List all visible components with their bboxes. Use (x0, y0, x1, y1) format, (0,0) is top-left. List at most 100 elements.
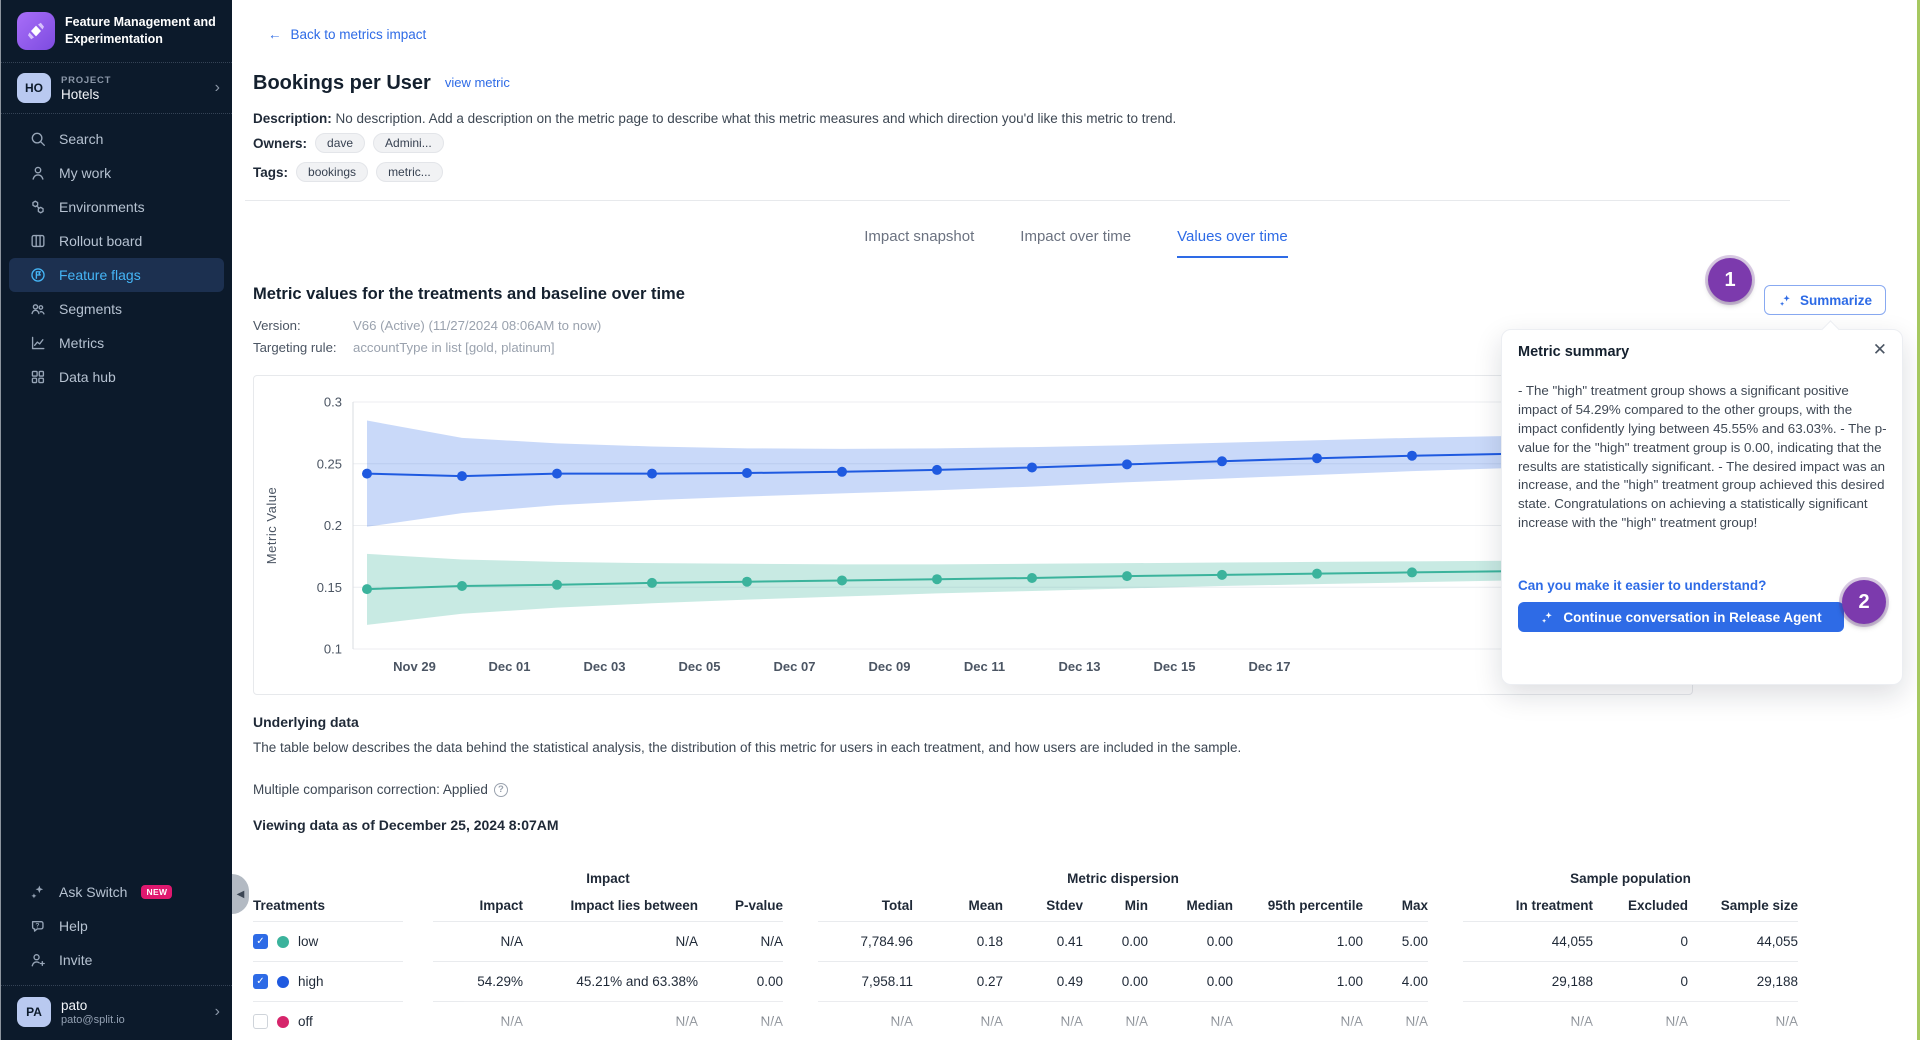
annotation-badge-2: 2 (1842, 580, 1886, 624)
back-link[interactable]: ← Back to metrics impact (268, 27, 427, 42)
cell-value: N/A (523, 922, 698, 962)
treatment-checkbox[interactable] (253, 1014, 268, 1029)
version-row: Version: V66 (Active) (11/27/2024 08:06A… (253, 318, 601, 333)
app-title: Feature Management and Experimentation (65, 15, 216, 46)
help-icon: ? (29, 917, 47, 935)
chart-canvas[interactable]: 0.1 0.15 0.2 0.25 0.3 Nov 29 Dec 01 Dec 03 Dec 0… (254, 376, 1692, 694)
screen-share-edge (1917, 0, 1920, 1040)
version-label: Version: (253, 318, 301, 333)
col-header-stdev: Stdev (1003, 890, 1083, 922)
column-gap (1428, 1002, 1463, 1040)
sidebar-item-label: My work (59, 165, 112, 181)
info-icon[interactable]: ? (493, 782, 508, 797)
profile-name: pato (61, 998, 88, 1013)
viewing-data-asof: Viewing data as of December 25, 2024 8:0… (253, 817, 559, 833)
annotation-badge-1: 1 (1708, 258, 1752, 302)
treatment-checkbox[interactable]: ✓ (253, 934, 268, 949)
sidebar-item-label: Data hub (59, 369, 116, 385)
sidebar-item-label: Feature flags (59, 267, 141, 283)
tag-pill[interactable]: bookings (296, 162, 369, 182)
arrow-left-icon: ← (268, 27, 282, 42)
svg-text:Dec 01: Dec 01 (489, 659, 531, 674)
tag-pill[interactable]: metric... (376, 162, 443, 182)
cell-value: N/A (913, 1002, 1003, 1040)
cell-value: N/A (1083, 1002, 1148, 1040)
treatment-row-high: ✓ high (253, 962, 403, 1002)
cell-value: 1.00 (1233, 922, 1363, 962)
cell-value: 0 (1593, 922, 1688, 962)
cell-value: 0.00 (698, 962, 783, 1002)
sidebar-item-segments[interactable]: Segments (9, 292, 224, 326)
cell-value: 45.21% and 63.38% (523, 962, 698, 1002)
project-switcher[interactable]: HO PROJECT Hotels › (1, 63, 232, 113)
section-heading: Metric values for the treatments and bas… (253, 285, 685, 303)
column-gap (783, 922, 818, 962)
sparkles-icon (29, 883, 47, 901)
tab-impact-snapshot[interactable]: Impact snapshot (864, 228, 975, 245)
sidebar-item-invite[interactable]: Invite (9, 943, 224, 977)
underlying-data-table: Impact Metric dispersion Sample population… (253, 866, 1798, 1040)
col-header-95th-percentile: 95th percentile (1233, 890, 1363, 922)
treatment-label: high (298, 974, 324, 989)
sidebar-item-label: Help (59, 918, 88, 934)
cell-value: N/A (1688, 1002, 1798, 1040)
description-label: Description: (253, 111, 332, 126)
column-gap (783, 1002, 818, 1040)
owner-pill[interactable]: Admini... (373, 133, 444, 153)
treatment-checkbox[interactable]: ✓ (253, 974, 268, 989)
sidebar-item-feature-flags[interactable]: Feature flags (9, 258, 224, 292)
cell-value: 7,784.96 (818, 922, 913, 962)
sidebar-item-label: Environments (59, 199, 145, 215)
view-metric-link[interactable]: view metric (444, 75, 510, 90)
board-icon (29, 232, 47, 250)
summarize-button[interactable]: Summarize (1764, 285, 1887, 315)
sidebar-item-metrics[interactable]: Metrics (9, 326, 224, 360)
close-icon[interactable]: ✕ (1872, 340, 1887, 359)
col-header-min: Min (1083, 890, 1148, 922)
tags-row: Tags: bookings metric... (253, 162, 443, 182)
targeting-label: Targeting rule: (253, 340, 337, 355)
tab-impact-over-time[interactable]: Impact over time (1020, 228, 1132, 245)
sidebar-item-rollout-board[interactable]: Rollout board (9, 224, 224, 258)
cell-value: N/A (698, 922, 783, 962)
split-logo-icon (17, 12, 55, 50)
col-header-total: Total (818, 890, 913, 922)
svg-text:Nov 29: Nov 29 (393, 659, 436, 674)
sidebar-item-data-hub[interactable]: Data hub (9, 360, 224, 394)
owner-pill[interactable]: dave (315, 133, 366, 153)
cell-value: N/A (698, 1002, 783, 1040)
tags-label: Tags: (253, 164, 289, 180)
tab-bar: Impact snapshot Impact over time Values ov… (232, 228, 1920, 258)
svg-text:0.2: 0.2 (324, 518, 342, 533)
sidebar-item-search[interactable]: Search (9, 122, 224, 156)
cell-value: 44,055 (1688, 922, 1798, 962)
cell-value: 29,188 (1463, 962, 1593, 1002)
col-header-impact: Impact (433, 890, 523, 922)
svg-text:Dec 13: Dec 13 (1059, 659, 1101, 674)
easier-to-understand-link[interactable]: Can you make it easier to understand? (1518, 578, 1767, 593)
sidebar-item-environments[interactable]: Environments (9, 190, 224, 224)
sidebar-collapse-handle[interactable]: ◀ (232, 874, 249, 914)
svg-text:0.1: 0.1 (324, 642, 342, 657)
svg-text:Dec 09: Dec 09 (869, 659, 911, 674)
user-profile[interactable]: PA pato pato@split.io › (1, 986, 232, 1040)
sidebar-item-my-work[interactable]: My work (9, 156, 224, 190)
col-header-impact-lies-between: Impact lies between (523, 890, 698, 922)
sidebar-item-label: Search (59, 131, 104, 147)
grid-icon (29, 368, 47, 386)
continue-conversation-button[interactable]: Continue conversation in Release Agent (1518, 602, 1844, 632)
profile-email: pato@split.io (61, 1014, 125, 1026)
sidebar-footer-nav: Ask Switch NEW? Help Invite (1, 867, 232, 985)
col-header-treatments: Treatments (253, 890, 403, 922)
project-name: Hotels (61, 86, 100, 102)
sidebar-item-ask-switch[interactable]: Ask Switch NEW (9, 875, 224, 909)
svg-text:Dec 11: Dec 11 (964, 659, 1005, 674)
column-gap (1428, 866, 1463, 890)
sidebar-item-help[interactable]: ? Help (9, 909, 224, 943)
tab-values-over-time[interactable]: Values over time (1177, 228, 1288, 258)
cell-value: 0.00 (1148, 922, 1233, 962)
chevron-right-icon: › (214, 79, 220, 96)
svg-text:?: ? (35, 922, 39, 929)
treatment-color-dot (277, 1015, 289, 1028)
